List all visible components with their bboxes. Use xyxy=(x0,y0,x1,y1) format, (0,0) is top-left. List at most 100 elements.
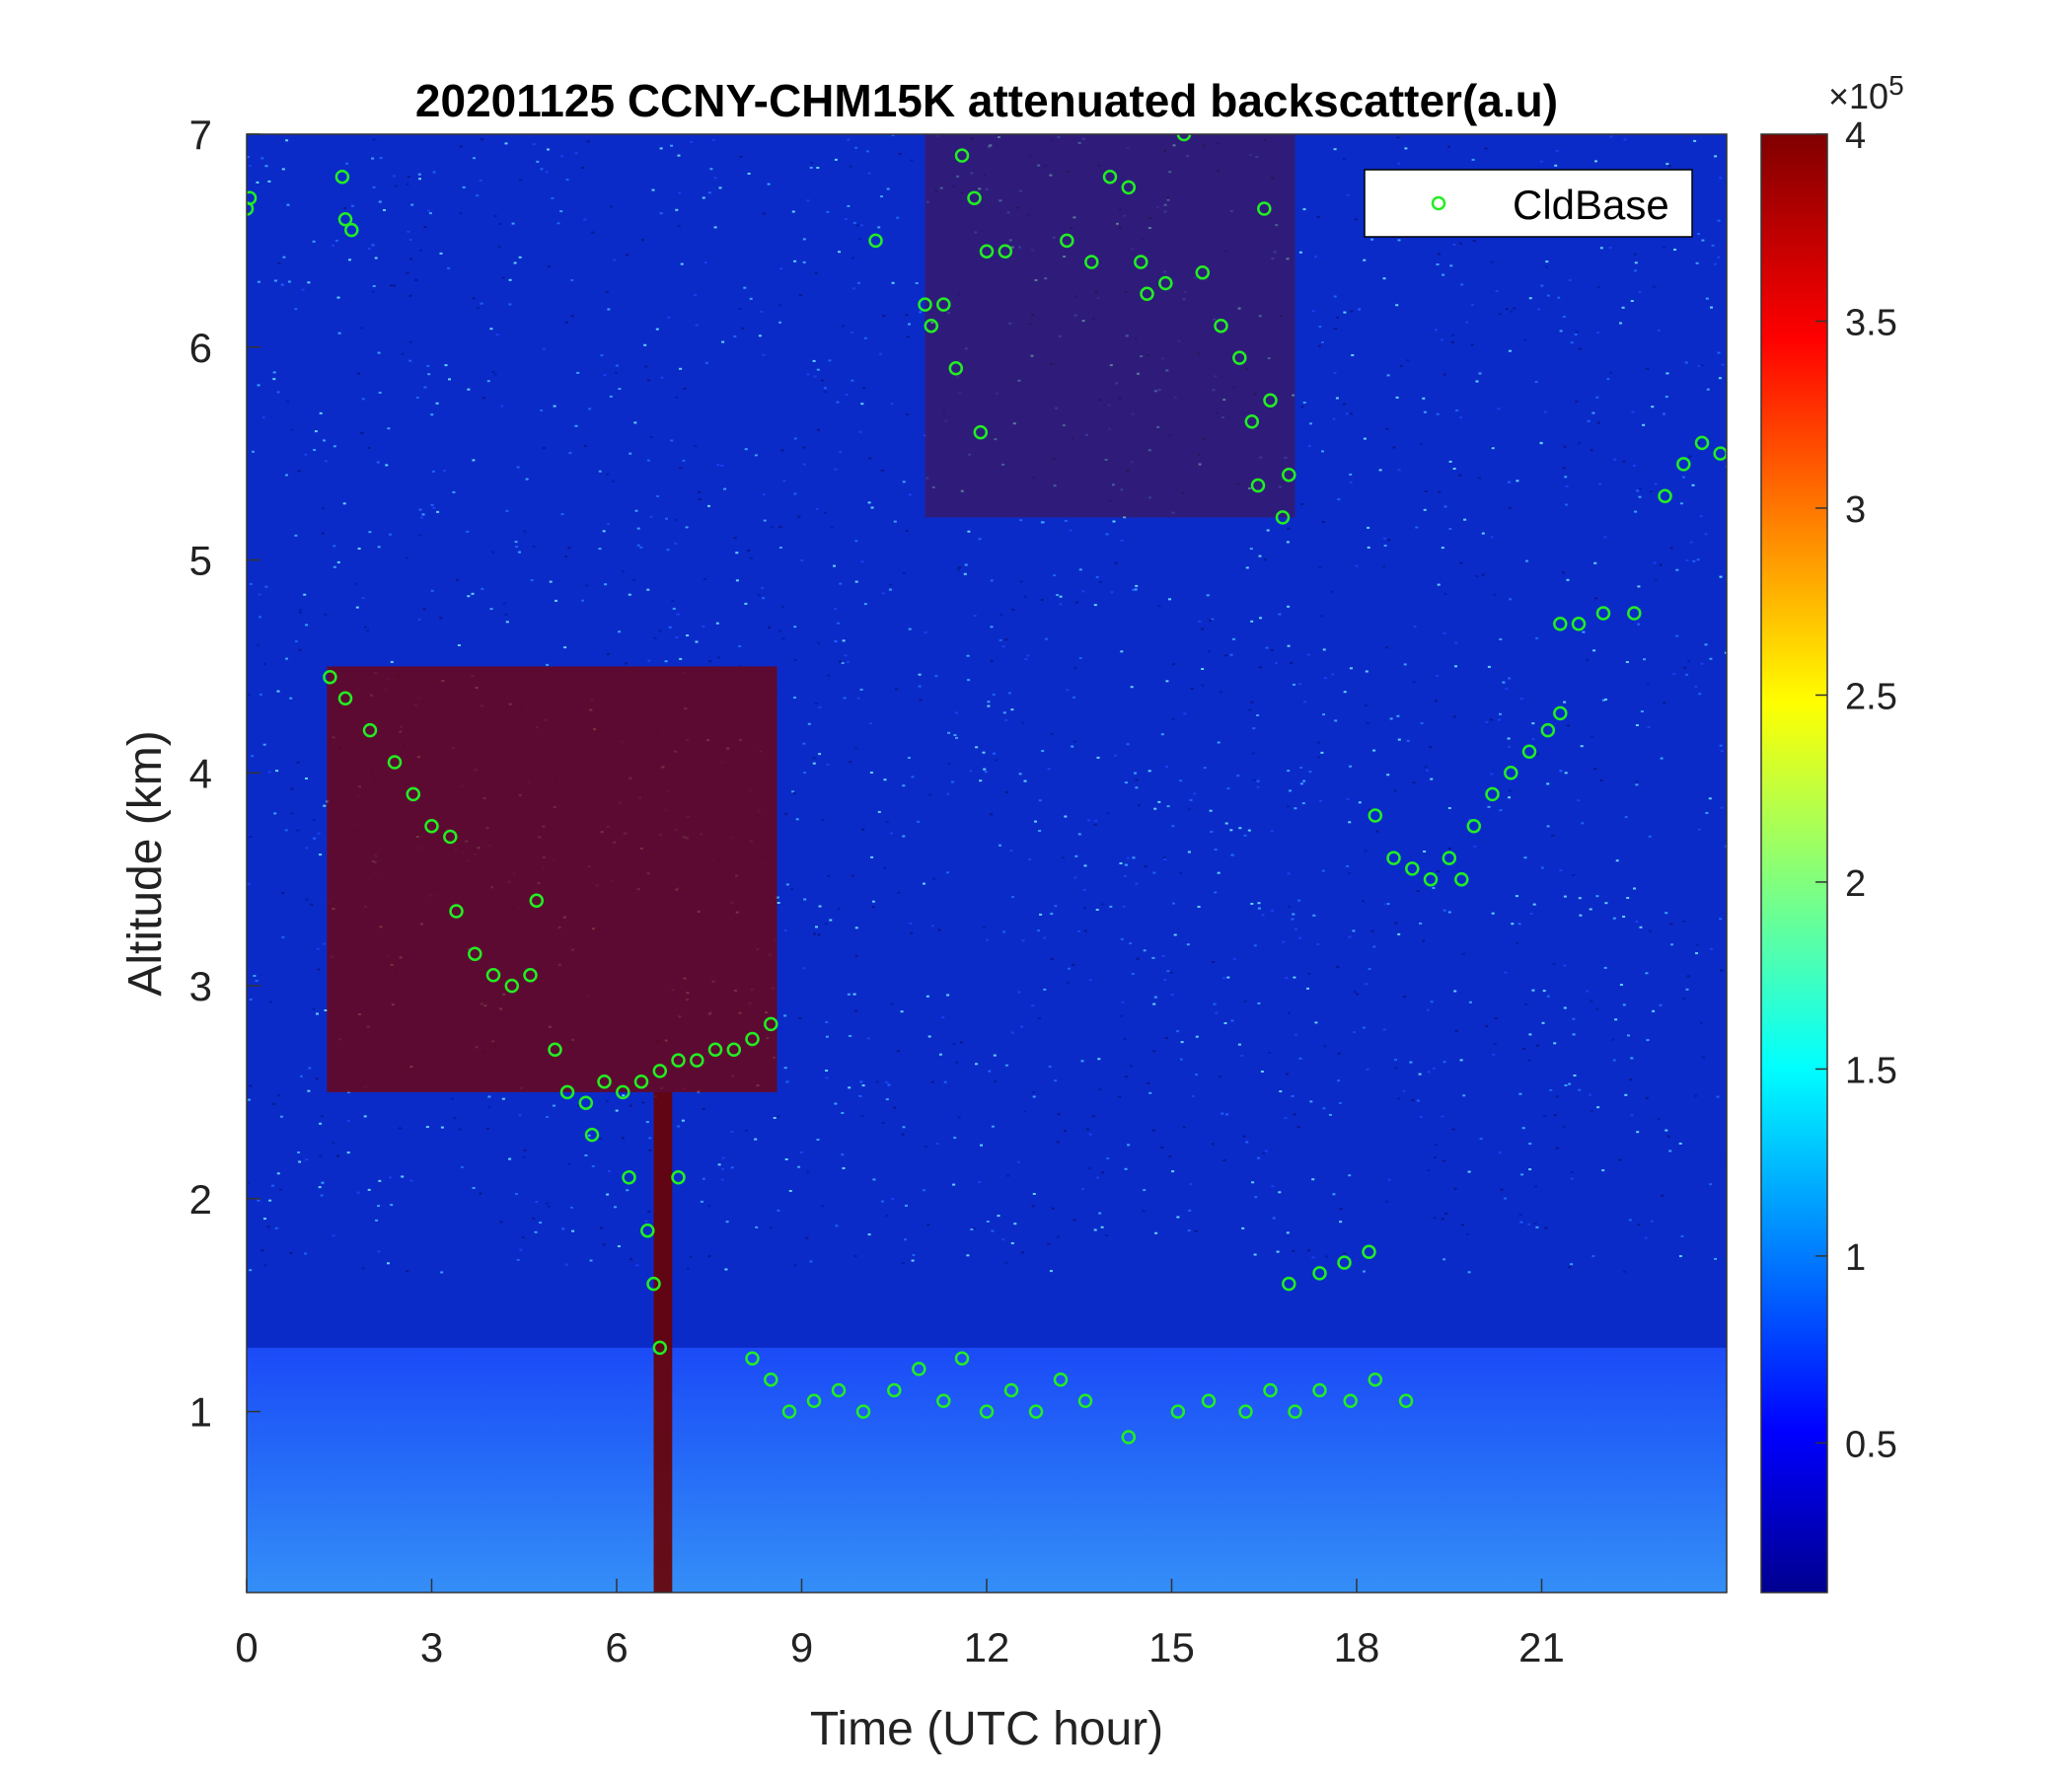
noise-speckle xyxy=(1279,1090,1283,1093)
noise-speckle xyxy=(1143,1189,1147,1192)
noise-speckle xyxy=(664,660,668,663)
noise-speckle xyxy=(1606,378,1610,381)
noise-speckle xyxy=(1471,158,1475,161)
noise-speckle xyxy=(1126,856,1130,859)
noise-speckle xyxy=(1288,905,1292,908)
noise-speckle xyxy=(257,384,260,387)
noise-speckle xyxy=(1001,645,1005,648)
noise-speckle xyxy=(408,239,412,241)
noise-speckle xyxy=(907,757,911,759)
noise-speckle xyxy=(481,397,485,400)
noise-speckle xyxy=(1323,677,1327,680)
noise-speckle xyxy=(1286,541,1290,544)
noise-speckle xyxy=(1301,802,1305,805)
noise-speckle xyxy=(809,1260,813,1263)
noise-speckle xyxy=(733,335,737,337)
noise-speckle xyxy=(1119,226,1123,229)
noise-speckle xyxy=(1120,937,1124,940)
noise-speckle xyxy=(1346,865,1350,867)
noise-speckle xyxy=(317,968,321,971)
noise-speckle xyxy=(493,214,497,217)
cldbase-point xyxy=(504,978,520,994)
noise-speckle xyxy=(1270,177,1274,180)
noise-speckle xyxy=(1168,171,1172,174)
noise-speckle xyxy=(1694,1094,1698,1097)
noise-speckle xyxy=(1504,971,1508,974)
noise-speckle xyxy=(1096,296,1100,299)
noise-speckle xyxy=(1088,1133,1092,1136)
legend: CldBase xyxy=(1364,169,1693,238)
noise-speckle xyxy=(1333,295,1337,298)
noise-speckle xyxy=(513,261,517,264)
noise-speckle xyxy=(1195,1074,1199,1076)
noise-speckle xyxy=(1502,681,1506,684)
noise-speckle xyxy=(723,487,727,490)
noise-speckle xyxy=(778,525,782,528)
noise-speckle xyxy=(1011,896,1014,898)
noise-speckle xyxy=(377,546,381,549)
noise-speckle xyxy=(361,1267,365,1270)
noise-speckle xyxy=(1321,521,1325,524)
noise-speckle xyxy=(1659,1003,1663,1006)
noise-speckle xyxy=(910,931,914,934)
noise-speckle xyxy=(319,853,323,856)
x-tick-label: 0 xyxy=(235,1624,258,1670)
noise-speckle xyxy=(994,438,998,441)
noise-speckle xyxy=(1443,1061,1446,1064)
noise-speckle xyxy=(1353,1031,1357,1034)
noise-speckle xyxy=(1259,617,1262,620)
noise-speckle xyxy=(679,657,683,660)
noise-speckle xyxy=(1430,778,1434,780)
noise-speckle xyxy=(1645,1097,1649,1099)
noise-speckle xyxy=(1316,741,1320,744)
noise-speckle xyxy=(618,631,622,633)
noise-speckle xyxy=(1442,1159,1445,1162)
noise-speckle xyxy=(928,793,932,796)
noise-speckle xyxy=(281,892,285,895)
noise-speckle xyxy=(1533,1222,1537,1224)
noise-speckle xyxy=(1156,425,1160,428)
noise-speckle xyxy=(1699,515,1703,518)
cldbase-point xyxy=(1140,286,1154,302)
noise-speckle xyxy=(1078,568,1082,571)
noise-speckle xyxy=(319,1154,323,1157)
noise-speckle xyxy=(924,631,927,634)
noise-speckle xyxy=(275,770,279,773)
noise-speckle xyxy=(825,1070,829,1072)
noise-speckle xyxy=(915,282,919,284)
noise-speckle xyxy=(925,995,929,998)
noise-speckle xyxy=(1095,575,1099,578)
noise-speckle xyxy=(1318,565,1322,568)
noise-speckle xyxy=(1528,1168,1532,1171)
noise-speckle xyxy=(1720,750,1724,752)
noise-speckle xyxy=(885,1214,889,1217)
noise-speckle xyxy=(677,1125,681,1128)
noise-speckle xyxy=(1397,469,1401,472)
noise-speckle xyxy=(249,836,253,839)
noise-speckle xyxy=(1467,1271,1471,1274)
noise-speckle xyxy=(1311,1178,1315,1181)
noise-speckle xyxy=(633,421,637,424)
noise-speckle xyxy=(911,776,915,779)
noise-speckle xyxy=(798,294,802,297)
noise-speckle xyxy=(1343,1252,1347,1255)
noise-speckle xyxy=(986,1221,990,1223)
noise-speckle xyxy=(1135,786,1139,789)
noise-speckle xyxy=(809,167,813,169)
noise-speckle xyxy=(1348,872,1352,875)
noise-speckle xyxy=(720,1178,724,1181)
noise-speckle xyxy=(1613,458,1616,461)
noise-speckle xyxy=(629,452,632,455)
noise-speckle xyxy=(1458,474,1462,477)
noise-speckle xyxy=(1593,768,1597,771)
noise-speckle xyxy=(1148,217,1152,220)
noise-speckle xyxy=(1024,658,1028,660)
noise-speckle xyxy=(602,530,606,533)
noise-speckle xyxy=(258,593,261,596)
noise-speckle xyxy=(1720,969,1724,972)
noise-speckle xyxy=(1293,976,1296,979)
noise-speckle xyxy=(252,450,255,453)
noise-speckle xyxy=(1434,1156,1437,1158)
noise-speckle xyxy=(1258,315,1262,318)
noise-speckle xyxy=(816,368,820,371)
